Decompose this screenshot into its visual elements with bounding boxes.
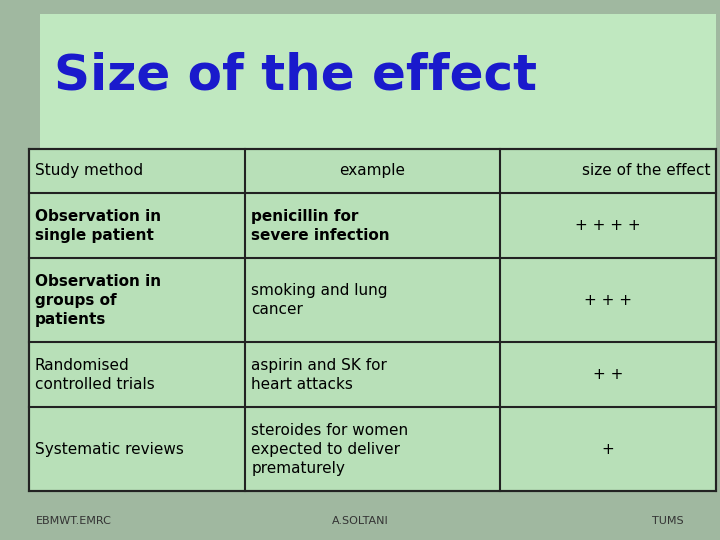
- Text: Observation in
groups of
patients: Observation in groups of patients: [35, 274, 161, 327]
- Text: example: example: [340, 163, 405, 178]
- Text: Randomised
controlled trials: Randomised controlled trials: [35, 357, 154, 392]
- Text: +: +: [602, 442, 614, 457]
- Bar: [40, 14, 716, 151]
- Bar: [29, 148, 716, 491]
- Text: + + + +: + + + +: [575, 218, 641, 233]
- Text: aspirin and SK for
heart attacks: aspirin and SK for heart attacks: [251, 357, 387, 392]
- Text: steroides for women
expected to deliver
prematurely: steroides for women expected to deliver …: [251, 423, 408, 476]
- Text: + + +: + + +: [584, 293, 632, 308]
- Text: EBMWT.EMRC: EBMWT.EMRC: [36, 516, 112, 526]
- Text: Size of the effect: Size of the effect: [54, 51, 537, 99]
- Text: Study method: Study method: [35, 163, 143, 178]
- Text: size of the effect: size of the effect: [582, 163, 711, 178]
- Text: smoking and lung
cancer: smoking and lung cancer: [251, 283, 387, 318]
- Text: Observation in
single patient: Observation in single patient: [35, 208, 161, 243]
- Text: TUMS: TUMS: [652, 516, 684, 526]
- Text: penicillin for
severe infection: penicillin for severe infection: [251, 208, 390, 243]
- Text: A.SOLTANI: A.SOLTANI: [332, 516, 388, 526]
- Text: + +: + +: [593, 367, 624, 382]
- Text: Systematic reviews: Systematic reviews: [35, 442, 184, 457]
